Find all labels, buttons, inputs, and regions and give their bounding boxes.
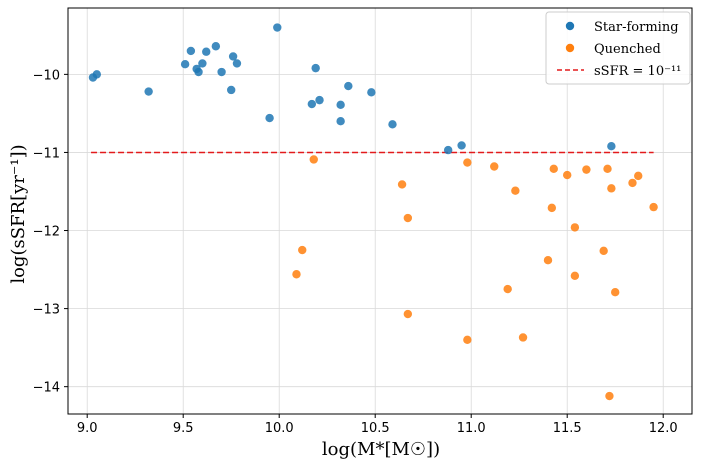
point-star-forming	[211, 42, 221, 51]
point-quenched	[634, 171, 643, 181]
point-quenched	[543, 255, 553, 265]
point-quenched	[490, 162, 499, 171]
point-star-forming	[198, 59, 207, 68]
point-star-forming	[311, 63, 320, 73]
point-star-forming	[336, 117, 345, 126]
y-tick-label: −10	[33, 68, 60, 83]
legend-label-quenched: Quenched	[594, 42, 661, 57]
x-tick-label: 9.5	[173, 421, 194, 436]
point-star-forming	[273, 23, 282, 32]
x-tick-label: 10.0	[265, 421, 294, 436]
point-quenched	[549, 164, 558, 174]
point-quenched	[463, 335, 472, 345]
point-quenched	[403, 309, 413, 319]
point-star-forming	[144, 87, 153, 96]
x-axis-label: log(M*[M☉])	[322, 439, 440, 460]
point-star-forming	[443, 145, 453, 155]
point-quenched	[309, 155, 318, 164]
point-star-forming	[202, 47, 211, 56]
point-star-forming	[344, 81, 353, 91]
data-points	[88, 23, 658, 401]
x-tick-label: 9.0	[77, 421, 98, 436]
point-star-forming	[265, 113, 274, 123]
point-star-forming	[92, 70, 102, 79]
point-quenched	[518, 333, 528, 342]
y-tick-label: −12	[33, 225, 60, 240]
legend-marker-quenched	[565, 43, 575, 53]
point-star-forming	[194, 67, 203, 77]
point-star-forming	[186, 46, 196, 56]
y-tick-label: −14	[33, 381, 60, 396]
legend-box	[545, 11, 691, 85]
point-star-forming	[307, 99, 317, 109]
point-quenched	[292, 270, 301, 279]
x-tick-label: 12.0	[649, 421, 678, 436]
point-star-forming	[607, 141, 616, 151]
point-quenched	[611, 288, 620, 297]
point-star-forming	[315, 95, 324, 105]
point-quenched	[511, 186, 520, 195]
x-tick-label: 11.5	[553, 421, 582, 436]
x-tick-label: 11.0	[457, 421, 486, 436]
point-quenched	[463, 158, 472, 167]
point-star-forming	[336, 100, 345, 110]
point-quenched	[603, 164, 612, 174]
point-quenched	[582, 165, 591, 174]
point-quenched	[563, 170, 572, 180]
axis-ticks: 9.0 9.5 10.0 10.5 11.0 11.5 12.0 −10 −11 −12 −13 −1…	[33, 68, 678, 436]
legend-label-star-forming: Star-forming	[594, 20, 679, 35]
point-quenched	[570, 223, 580, 232]
legend-label-reference-line: sSFR = 10⁻¹¹	[594, 64, 681, 79]
point-quenched	[403, 213, 413, 223]
point-star-forming	[217, 67, 226, 77]
point-quenched	[599, 246, 608, 256]
y-tick-label: −11	[33, 146, 60, 161]
point-quenched	[649, 202, 658, 212]
point-star-forming	[457, 141, 466, 150]
point-quenched	[607, 184, 616, 193]
point-quenched	[298, 245, 307, 255]
point-star-forming	[227, 85, 236, 95]
point-quenched	[547, 203, 557, 213]
point-quenched	[605, 391, 614, 401]
point-star-forming	[232, 59, 242, 68]
y-tick-label: −13	[33, 303, 60, 318]
point-quenched	[503, 284, 512, 294]
point-quenched	[397, 180, 407, 189]
y-axis-label: log(sSFR[yr⁻¹])	[8, 144, 29, 283]
x-tick-label: 10.5	[361, 421, 390, 436]
legend: Star-forming Quenched sSFR = 10⁻¹¹	[545, 11, 691, 85]
point-star-forming	[367, 88, 376, 97]
point-star-forming	[228, 52, 238, 61]
legend-marker-star-forming	[565, 21, 575, 31]
point-star-forming	[388, 120, 397, 129]
point-quenched	[570, 271, 580, 281]
point-quenched	[628, 178, 637, 188]
point-star-forming	[180, 60, 190, 69]
plot-frame	[67, 7, 693, 415]
